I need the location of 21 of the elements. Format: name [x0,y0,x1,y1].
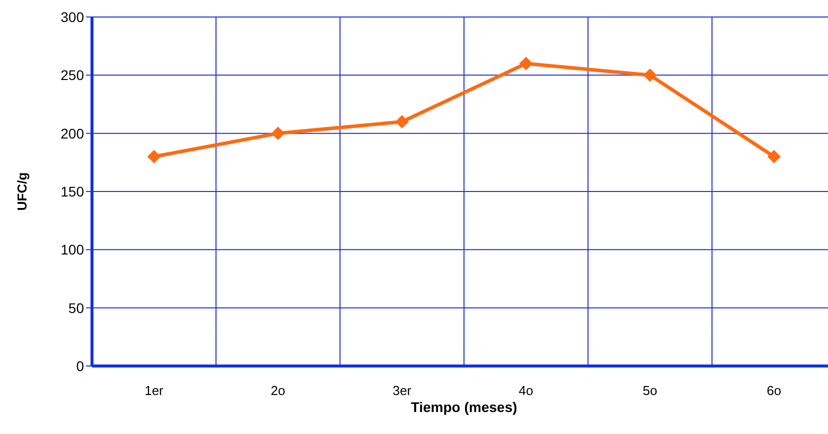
x-tick-label: 2o [270,383,286,398]
point [768,150,780,164]
y-tick-label: 100 [60,242,84,258]
y-tick-label: 0 [76,358,84,374]
x-tick-label: 1er [144,383,164,398]
point [396,115,408,128]
y-tick-label: 150 [60,183,84,200]
point [148,150,160,164]
x-tick-label: 3er [392,383,412,398]
x-axis-title: Tiempo (meses) [410,399,518,415]
y-tick-label: 50 [68,300,84,316]
y-tick-label: 250 [60,67,84,84]
x-tick-label: 4o [518,383,534,398]
y-tick-label: 200 [60,125,84,142]
point [644,68,656,82]
point [272,126,284,140]
x-tick-label: 5o [642,383,658,398]
x-tick-label: 6o [766,383,782,398]
y-tick-label: 300 [60,8,84,25]
point [520,57,532,70]
y-axis-title: UFC/g [14,172,30,211]
